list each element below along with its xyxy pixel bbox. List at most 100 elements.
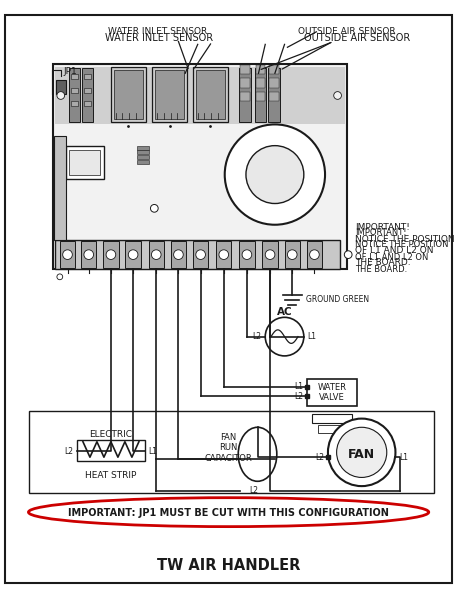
Circle shape	[246, 146, 304, 203]
Text: WATER INLET SENSOR: WATER INLET SENSOR	[108, 28, 207, 36]
FancyBboxPatch shape	[239, 69, 251, 123]
FancyBboxPatch shape	[137, 151, 148, 154]
Text: L1: L1	[294, 382, 303, 391]
FancyBboxPatch shape	[77, 440, 145, 461]
Text: OUTSIDE AIR SENSOR: OUTSIDE AIR SENSOR	[304, 33, 410, 42]
FancyBboxPatch shape	[72, 101, 78, 106]
FancyBboxPatch shape	[255, 65, 265, 74]
Text: FAN
RUN
CAPACITOR: FAN RUN CAPACITOR	[205, 433, 253, 463]
FancyBboxPatch shape	[53, 63, 347, 269]
FancyBboxPatch shape	[239, 241, 255, 268]
Text: TW AIR HANDLER: TW AIR HANDLER	[157, 558, 300, 573]
FancyBboxPatch shape	[216, 241, 231, 268]
Text: L1: L1	[308, 332, 317, 341]
Circle shape	[310, 250, 319, 260]
FancyBboxPatch shape	[114, 71, 143, 118]
FancyBboxPatch shape	[155, 71, 184, 118]
Text: L1: L1	[148, 447, 157, 456]
Text: L2: L2	[294, 392, 303, 401]
FancyBboxPatch shape	[111, 66, 146, 123]
Text: WATER INLET SENSOR: WATER INLET SENSOR	[105, 33, 213, 42]
FancyBboxPatch shape	[56, 80, 65, 93]
FancyBboxPatch shape	[60, 241, 75, 268]
FancyBboxPatch shape	[82, 69, 92, 123]
FancyBboxPatch shape	[81, 241, 96, 268]
Circle shape	[63, 250, 73, 260]
FancyBboxPatch shape	[137, 160, 148, 164]
FancyBboxPatch shape	[84, 101, 91, 106]
Text: WATER
VALVE: WATER VALVE	[317, 383, 346, 402]
FancyBboxPatch shape	[70, 151, 100, 175]
Text: FAN: FAN	[348, 448, 375, 461]
FancyBboxPatch shape	[255, 78, 265, 88]
Text: AC: AC	[277, 307, 292, 316]
FancyBboxPatch shape	[193, 66, 228, 123]
FancyBboxPatch shape	[72, 88, 78, 93]
Circle shape	[265, 318, 304, 356]
FancyBboxPatch shape	[5, 16, 452, 582]
FancyBboxPatch shape	[269, 65, 279, 74]
FancyBboxPatch shape	[103, 241, 118, 268]
Text: L2: L2	[252, 332, 261, 341]
FancyBboxPatch shape	[255, 69, 266, 123]
FancyBboxPatch shape	[284, 241, 300, 268]
Circle shape	[328, 419, 395, 486]
Text: ELECTRIC: ELECTRIC	[90, 429, 132, 438]
FancyBboxPatch shape	[240, 91, 250, 101]
Text: HEAT STRIP: HEAT STRIP	[85, 471, 137, 480]
Circle shape	[57, 274, 63, 280]
FancyBboxPatch shape	[70, 69, 80, 123]
FancyBboxPatch shape	[311, 414, 352, 423]
Circle shape	[287, 250, 297, 260]
Circle shape	[173, 250, 183, 260]
FancyBboxPatch shape	[84, 88, 91, 93]
Text: JP1: JP1	[64, 67, 77, 76]
Text: L2: L2	[64, 447, 73, 456]
FancyBboxPatch shape	[255, 91, 265, 101]
FancyBboxPatch shape	[153, 66, 187, 123]
Text: L2: L2	[315, 453, 324, 462]
Ellipse shape	[238, 428, 277, 481]
Ellipse shape	[28, 498, 428, 527]
Circle shape	[151, 250, 161, 260]
FancyBboxPatch shape	[193, 241, 209, 268]
FancyBboxPatch shape	[268, 69, 280, 123]
Circle shape	[242, 250, 252, 260]
FancyBboxPatch shape	[269, 91, 279, 101]
FancyBboxPatch shape	[318, 425, 345, 433]
FancyBboxPatch shape	[65, 146, 104, 179]
FancyBboxPatch shape	[137, 146, 148, 150]
Circle shape	[344, 251, 352, 258]
Circle shape	[337, 428, 387, 477]
Circle shape	[150, 205, 158, 212]
Text: IMPORTANT: JP1 MUST BE CUT WITH THIS CONFIGURATION: IMPORTANT: JP1 MUST BE CUT WITH THIS CON…	[68, 508, 389, 518]
FancyBboxPatch shape	[55, 240, 340, 269]
FancyBboxPatch shape	[84, 74, 91, 79]
FancyBboxPatch shape	[262, 241, 278, 268]
Circle shape	[84, 250, 93, 260]
Circle shape	[225, 124, 325, 225]
Text: IMPORTANT!
NOTICE THE POSITION
OF L1 AND L2 ON
THE BOARD.: IMPORTANT! NOTICE THE POSITION OF L1 AND…	[355, 228, 448, 274]
FancyBboxPatch shape	[171, 241, 186, 268]
Circle shape	[57, 91, 64, 99]
FancyBboxPatch shape	[126, 241, 141, 268]
Text: L1: L1	[399, 453, 408, 462]
Circle shape	[334, 91, 341, 99]
Text: L2: L2	[249, 486, 258, 495]
FancyBboxPatch shape	[240, 65, 250, 74]
Circle shape	[196, 250, 205, 260]
Circle shape	[106, 250, 116, 260]
Circle shape	[265, 250, 275, 260]
Text: IMPORTANT!
NOTICE THE POSITION
OF L1 AND L2 ON
THE BOARD.: IMPORTANT! NOTICE THE POSITION OF L1 AND…	[355, 223, 455, 267]
Circle shape	[219, 250, 228, 260]
FancyBboxPatch shape	[269, 78, 279, 88]
FancyBboxPatch shape	[137, 155, 148, 159]
FancyBboxPatch shape	[307, 241, 322, 268]
FancyBboxPatch shape	[54, 136, 65, 240]
Text: OUTSIDE AIR SENSOR: OUTSIDE AIR SENSOR	[299, 28, 396, 36]
Circle shape	[128, 250, 138, 260]
FancyBboxPatch shape	[148, 241, 164, 268]
FancyBboxPatch shape	[55, 66, 345, 124]
FancyBboxPatch shape	[307, 379, 357, 406]
Text: GROUND GREEN: GROUND GREEN	[306, 294, 369, 304]
